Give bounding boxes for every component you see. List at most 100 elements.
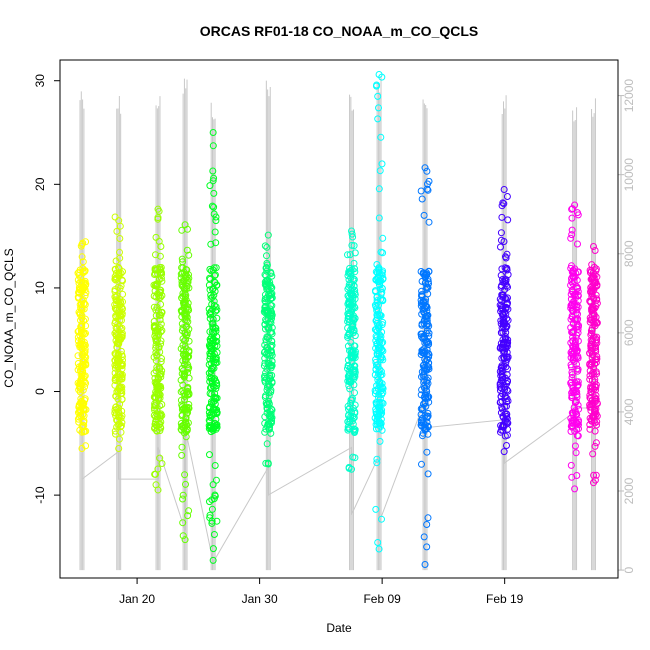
- data-point: [182, 336, 190, 344]
- data-point: [349, 453, 357, 461]
- data-point: [424, 470, 432, 478]
- data-point-min: [589, 479, 597, 487]
- data-point: [346, 404, 354, 412]
- data-point: [418, 460, 425, 468]
- data-point: [206, 182, 214, 190]
- data-point: [348, 394, 356, 402]
- data-point: [177, 425, 185, 433]
- points-layer: [74, 71, 601, 569]
- data-point: [345, 382, 353, 390]
- data-point: [572, 417, 580, 425]
- data-point: [424, 186, 432, 194]
- data-point: [423, 167, 431, 175]
- data-point: [205, 416, 213, 424]
- data-point: [348, 358, 356, 366]
- data-point: [268, 357, 276, 365]
- data-point: [119, 298, 126, 306]
- data-point: [268, 342, 276, 350]
- data-point: [350, 425, 358, 433]
- data-point-max: [115, 217, 123, 225]
- data-point: [502, 303, 510, 311]
- flight-series-9: [417, 164, 433, 569]
- data-point: [209, 352, 217, 360]
- data-point: [372, 358, 380, 366]
- data-point: [375, 390, 383, 398]
- data-point: [568, 394, 576, 401]
- data-point: [350, 369, 358, 377]
- data-point: [344, 251, 351, 259]
- data-point: [350, 276, 358, 283]
- data-point: [267, 410, 275, 418]
- data-point: [567, 234, 575, 242]
- data-point: [155, 292, 163, 300]
- data-point: [588, 261, 596, 269]
- data-point: [182, 270, 190, 278]
- data-point: [76, 289, 83, 297]
- data-point: [419, 347, 427, 355]
- data-point: [78, 253, 86, 261]
- data-point: [591, 334, 599, 342]
- flight-series-10: [496, 186, 512, 456]
- data-point: [374, 324, 382, 332]
- data-point: [113, 300, 121, 308]
- data-point: [373, 297, 381, 305]
- data-point: [350, 381, 358, 389]
- data-point: [111, 427, 119, 435]
- data-point: [114, 331, 122, 339]
- data-point: [502, 363, 510, 371]
- data-point: [590, 364, 598, 372]
- data-point: [568, 231, 576, 239]
- data-point: [155, 382, 163, 390]
- data-point: [374, 393, 382, 401]
- data-point: [418, 418, 426, 426]
- data-point: [570, 278, 578, 285]
- data-point: [574, 288, 582, 295]
- data-point: [374, 539, 382, 546]
- data-point: [499, 310, 507, 317]
- data-point: [503, 380, 511, 387]
- data-point: [378, 515, 385, 523]
- data-point: [503, 282, 511, 290]
- data-point-max: [78, 240, 86, 248]
- data-point: [376, 437, 384, 445]
- data-point: [567, 354, 575, 362]
- data-point: [372, 356, 380, 363]
- y-tick-label: 0: [33, 388, 47, 395]
- data-point: [209, 545, 217, 553]
- data-point: [178, 327, 186, 335]
- data-point: [263, 252, 270, 260]
- data-point: [115, 413, 123, 421]
- y2-tick-label: 8000: [622, 240, 636, 267]
- data-point: [206, 328, 214, 336]
- data-point: [348, 408, 355, 416]
- data-point: [115, 307, 123, 315]
- data-point: [423, 414, 431, 422]
- data-point: [177, 396, 185, 404]
- flight-series-2: [111, 213, 127, 452]
- data-point: [375, 265, 383, 273]
- data-point: [209, 315, 217, 323]
- data-point: [178, 308, 186, 316]
- data-point: [152, 233, 160, 241]
- data-point: [375, 350, 383, 358]
- data-point: [79, 258, 87, 266]
- data-point: [504, 271, 512, 279]
- data-point: [503, 442, 510, 449]
- data-point: [373, 459, 381, 467]
- data-point: [155, 363, 163, 371]
- data-point: [152, 344, 160, 352]
- data-point: [118, 276, 126, 284]
- data-point: [81, 301, 89, 309]
- data-point: [111, 293, 119, 301]
- data-point: [499, 199, 507, 207]
- data-point: [424, 290, 432, 298]
- data-point: [74, 352, 82, 360]
- data-point: [113, 405, 121, 413]
- data-point: [185, 271, 192, 279]
- altitude-layer: [79, 76, 596, 571]
- data-point: [351, 401, 359, 409]
- data-point: [569, 205, 576, 213]
- data-point: [587, 403, 595, 411]
- data-point: [177, 274, 185, 282]
- data-point: [265, 425, 273, 433]
